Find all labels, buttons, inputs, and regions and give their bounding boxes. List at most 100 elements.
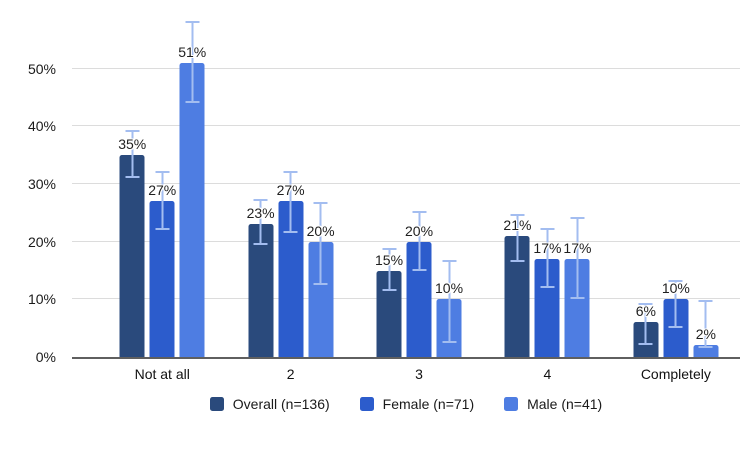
error-bar-line xyxy=(418,212,421,271)
error-bar-line xyxy=(516,215,519,262)
legend-label: Male (n=41) xyxy=(527,396,603,412)
bar-slot: 17% xyxy=(533,14,562,357)
bar-cluster: 23% 27% 20% xyxy=(247,14,335,357)
bar-cluster: 21% 17% 17% xyxy=(503,14,592,357)
legend-label: Overall (n=136) xyxy=(232,396,330,412)
error-bar-cap xyxy=(253,242,268,245)
legend-item: Female (n=71) xyxy=(359,396,475,412)
bar-slot: 20% xyxy=(405,14,434,357)
gridline xyxy=(72,298,740,300)
gridline xyxy=(72,67,740,69)
error-bar-line xyxy=(259,201,262,245)
data-label: 21% xyxy=(503,216,532,233)
legend-item: Male (n=41) xyxy=(504,396,602,412)
legend-swatch-icon xyxy=(359,397,374,411)
error-bar-line xyxy=(131,132,134,179)
y-tick-label: 20% xyxy=(27,233,56,250)
error-bar-cap xyxy=(412,268,427,271)
error-bar-cap xyxy=(668,280,683,283)
bar-slot: 2% xyxy=(693,14,719,357)
bar-cluster: 35% 27% 51% xyxy=(118,14,207,357)
category-group: 6% 10% 2% xyxy=(612,14,740,357)
error-bar-line xyxy=(644,305,647,346)
category-label: 3 xyxy=(415,366,423,382)
bar-cluster: 15% 20% 10% xyxy=(375,14,464,357)
error-bar-cap xyxy=(185,20,200,23)
error-bar-cap xyxy=(283,170,298,173)
bar-slot: 6% xyxy=(633,14,659,357)
bar xyxy=(179,63,205,357)
error-bar-line xyxy=(576,218,579,300)
data-label: 10% xyxy=(661,280,690,297)
y-tick-label: 10% xyxy=(27,291,56,308)
bar-slot: 27% xyxy=(276,14,305,357)
error-bar-cap xyxy=(510,213,525,216)
legend-label: Female (n=71) xyxy=(382,396,475,412)
data-label: 51% xyxy=(178,44,207,60)
data-label: 2% xyxy=(695,326,716,343)
error-bar-cap xyxy=(540,285,555,288)
bar-slot: 21% xyxy=(503,14,532,357)
bar-groups: 35% 27% 51% 23% 27% 20% 15% 20% 10% 21% 17% 17% 6% 10… xyxy=(72,14,740,357)
y-tick-label: 0% xyxy=(35,349,56,365)
data-label: 6% xyxy=(635,303,656,320)
error-bar-cap xyxy=(253,199,268,202)
error-bar-cap xyxy=(570,297,585,300)
bar-slot: 51% xyxy=(178,14,207,357)
y-tick-label: 50% xyxy=(27,60,56,77)
legend-swatch-icon xyxy=(504,397,519,411)
bar-slot: 23% xyxy=(247,14,275,357)
bar xyxy=(693,345,719,357)
x-axis: Not at all 2 3 4 Completely xyxy=(72,366,740,382)
error-bar-cap xyxy=(313,202,328,205)
error-bar-line xyxy=(289,172,292,234)
error-bar-cap xyxy=(442,259,457,262)
category-group: 23% 27% 20% xyxy=(226,14,354,357)
data-label: 10% xyxy=(435,280,464,297)
error-bar-cap xyxy=(540,228,555,231)
bar-slot: 35% xyxy=(118,14,146,357)
bar-slot: 17% xyxy=(563,14,592,357)
data-label: 20% xyxy=(405,222,434,239)
error-bar-cap xyxy=(638,303,653,306)
category-label: Not at all xyxy=(134,366,190,382)
bar xyxy=(119,155,145,357)
legend-item: Overall (n=136) xyxy=(209,396,330,412)
error-bar-cap xyxy=(283,231,298,234)
error-bar-line xyxy=(191,22,194,104)
category-label: 2 xyxy=(286,366,295,382)
error-bar-line xyxy=(448,261,451,343)
data-label: 27% xyxy=(276,182,305,199)
data-label: 17% xyxy=(533,240,562,256)
category-label: Completely xyxy=(640,366,711,382)
error-bar-cap xyxy=(698,300,713,303)
bar-slot: 10% xyxy=(435,14,464,357)
y-tick-label: 30% xyxy=(27,176,56,193)
data-label: 20% xyxy=(306,222,335,239)
plot-area: 35% 27% 51% 23% 27% 20% 15% 20% 10% 21% 17% 17% 6% 10… xyxy=(72,14,740,359)
error-bar-cap xyxy=(698,346,713,349)
error-bar-cap xyxy=(570,216,585,219)
bar-slot: 20% xyxy=(306,14,335,357)
error-bar-cap xyxy=(125,130,140,133)
error-bar-cap xyxy=(638,343,653,346)
category-label: 4 xyxy=(543,366,552,382)
y-tick-label: 40% xyxy=(27,118,56,135)
error-bar-cap xyxy=(382,288,397,291)
error-bar-cap xyxy=(185,101,200,104)
bar-cluster: 6% 10% 2% xyxy=(633,14,719,357)
error-bar-cap xyxy=(155,228,170,231)
data-label: 27% xyxy=(148,182,177,199)
error-bar-cap xyxy=(313,282,328,285)
error-bar-cap xyxy=(125,176,140,179)
category-group: 35% 27% 51% xyxy=(98,14,226,357)
legend: Overall (n=136) Female (n=71) Male (n=41) xyxy=(72,396,740,412)
data-label: 17% xyxy=(563,240,592,256)
category-group: 15% 20% 10% xyxy=(355,14,483,357)
error-bar-cap xyxy=(412,210,427,213)
category-group: 21% 17% 17% xyxy=(483,14,611,357)
error-bar-cap xyxy=(382,248,397,251)
gridline xyxy=(72,125,740,127)
gridline xyxy=(72,240,740,242)
